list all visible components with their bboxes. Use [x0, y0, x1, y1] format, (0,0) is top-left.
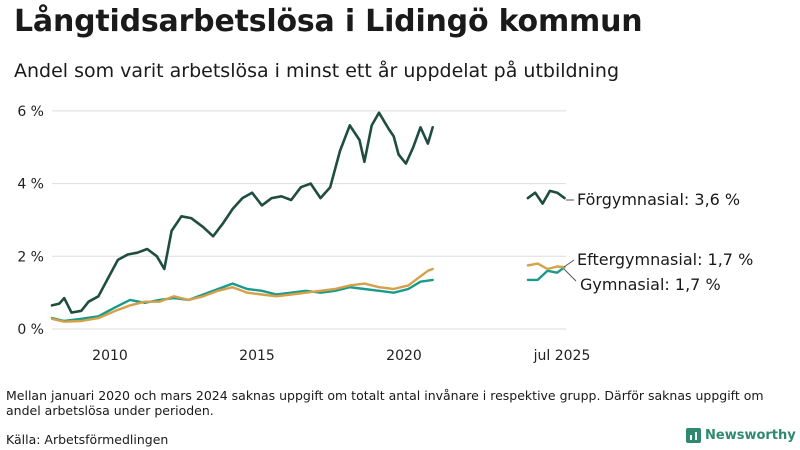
- y-axis-tick-labels: 0 % 2 % 4 % 6 %: [17, 104, 44, 338]
- line-chart: 0 % 2 % 4 % 6 % 2010 2015 2020 jul 2025 För…: [17, 104, 753, 364]
- y-tick-label-4: 4 %: [17, 177, 44, 193]
- bar-chart-icon: [686, 428, 701, 443]
- grid-lines: [52, 110, 566, 330]
- y-tick-label-0: 0 %: [17, 322, 44, 338]
- series-line-forgymnasial-segment-2: [526, 189, 566, 205]
- series-line-eftergymnasial-segment-1: [50, 267, 434, 323]
- series-line-gymnasial-segment-1: [50, 278, 434, 323]
- footnote: Mellan januari 2020 och mars 2024 saknas…: [6, 388, 764, 418]
- x-tick-label-2020: 2020: [386, 348, 422, 364]
- series-line-forgymnasial-segment-1: [50, 111, 434, 314]
- series-lines: [50, 111, 566, 323]
- x-tick-label-2010: 2010: [92, 348, 128, 364]
- x-tick-label-jul-2025: jul 2025: [533, 348, 591, 364]
- x-tick-label-2015: 2015: [239, 348, 275, 364]
- series-line-gymnasial-segment-2: [526, 266, 566, 282]
- page-title: Långtidsarbetslösa i Lidingö kommun: [14, 4, 643, 39]
- page-subtitle: Andel som varit arbetslösa i minst ett å…: [14, 60, 620, 82]
- eftergymnasial-label-connector: [563, 259, 575, 268]
- source-text: Källa: Arbetsförmedlingen: [6, 432, 169, 447]
- end-label-eftergymnasial: Eftergymnasial: 1,7 %: [577, 250, 753, 269]
- gymnasial-label-connector: [563, 268, 577, 282]
- brand-logo: Newsworthy: [686, 428, 796, 443]
- y-tick-label-2: 2 %: [17, 249, 44, 265]
- series-line-eftergymnasial-segment-2: [526, 262, 566, 271]
- y-tick-label-6: 6 %: [17, 104, 44, 120]
- end-label-forgymnasial: Förgymnasial: 3,6 %: [577, 190, 740, 209]
- brand-name: Newsworthy: [705, 428, 796, 443]
- end-labels: Förgymnasial: 3,6 % Eftergymnasial: 1,7 …: [563, 190, 753, 294]
- end-label-gymnasial: Gymnasial: 1,7 %: [580, 275, 721, 294]
- x-axis-tick-labels: 2010 2015 2020 jul 2025: [92, 348, 590, 364]
